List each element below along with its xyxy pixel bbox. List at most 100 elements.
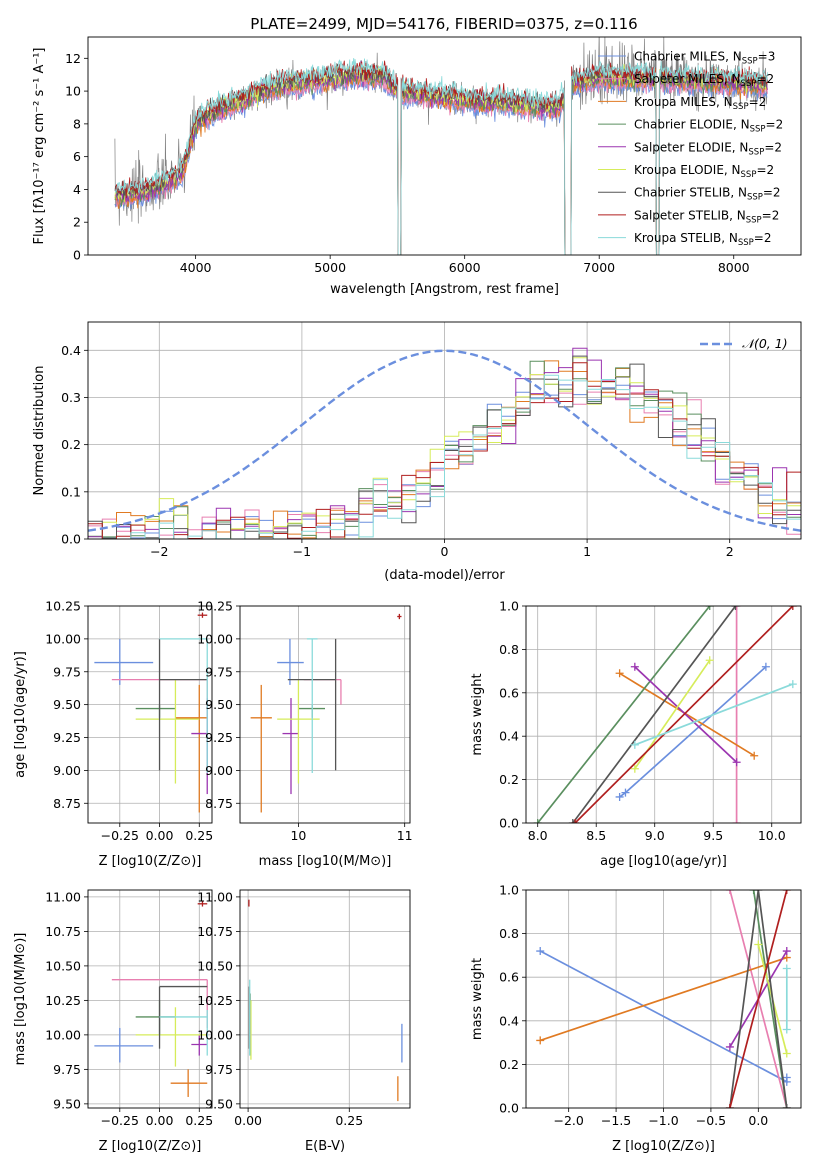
weight-vs-Z-axes: −2.0 −1.5 −1.0 −0.5 0.0 0.0 0.2 0.4 0.6 0.8 1.0 xyxy=(499,883,801,1128)
weight-line xyxy=(539,956,788,1042)
weight-vs-age-ytick-label: 1.0 xyxy=(499,599,519,614)
weight-vs-Z-xtick-label: −1.5 xyxy=(601,1113,631,1128)
age-vs-Z-xtick-label: −0.25 xyxy=(101,828,139,843)
weight-vs-Z-ytick-label: 0.8 xyxy=(499,926,519,941)
spectrum-ytick-label: 4 xyxy=(73,182,81,197)
weight-marker xyxy=(725,1042,734,1051)
spectrum-ytick-label: 0 xyxy=(73,248,81,263)
weight-vs-age-xtick-label: 9.5 xyxy=(703,828,723,843)
mass-vs-ebv-ytick-label: 10.75 xyxy=(197,924,233,939)
normal-legend-label: 𝒩(0, 1) xyxy=(742,336,788,351)
legend-label: Chabrier ELODIE, NSSP=2 xyxy=(634,118,783,135)
spectrum-model-line xyxy=(114,70,768,255)
weight-marker xyxy=(754,890,763,894)
mass-vs-ebv-xlabel: E(B-V) xyxy=(305,1139,345,1154)
spectrum-model-line xyxy=(114,69,768,255)
weight-vs-Z-frame xyxy=(525,889,802,1109)
residuals-xtick-label: 1 xyxy=(583,544,591,559)
weight-vs-Z-ylabel: mass weight xyxy=(470,958,485,1040)
weight-marker xyxy=(615,669,624,678)
spectrum-xtick-label: 4000 xyxy=(180,260,212,275)
age-vs-mass-ytick-label: 9.50 xyxy=(205,697,233,712)
residuals-xtick-label: −2 xyxy=(150,544,168,559)
weight-vs-age-ytick-label: 0.6 xyxy=(499,685,519,700)
mass-vs-Z-ytick-label: 10.25 xyxy=(45,993,81,1008)
mass-vs-ebv-ytick-label: 9.75 xyxy=(205,1062,233,1077)
weight-vs-age-ytick-label: 0.4 xyxy=(499,729,519,744)
weight-vs-Z-ytick-label: 1.0 xyxy=(499,883,519,898)
mass-vs-Z-xtick-label: 0.25 xyxy=(185,1113,213,1128)
age-vs-Z-points xyxy=(94,612,208,813)
residuals-ytick-label: 0.0 xyxy=(61,532,81,547)
mass-vs-ebv-ytick-label: 10.25 xyxy=(197,993,233,1008)
age-vs-Z-xlabel: Z [log10(Z/Z⊙)] xyxy=(99,854,202,869)
legend-label: Kroupa STELIB, NSSP=2 xyxy=(634,231,772,248)
weight-line xyxy=(729,890,788,1108)
age-vs-mass-xtick-label: 10 xyxy=(290,828,306,843)
weight-line xyxy=(634,666,738,763)
weight-vs-age-frame xyxy=(525,605,802,824)
weight-marker xyxy=(788,606,797,610)
mass-vs-ebv-points xyxy=(248,899,403,1102)
legend-label: Chabrier MILES, NSSP=3 xyxy=(634,50,775,67)
age-vs-Z-frame xyxy=(87,605,213,824)
age-vs-Z-ytick-label: 9.00 xyxy=(53,763,81,778)
weight-marker xyxy=(725,1104,734,1108)
weight-vs-age-xtick-label: 8.5 xyxy=(586,828,606,843)
weight-line xyxy=(729,890,788,1108)
weight-vs-age-ytick-label: 0.0 xyxy=(499,816,519,831)
weight-marker xyxy=(754,940,763,949)
mass-vs-Z-xtick-label: −0.25 xyxy=(101,1113,139,1128)
age-vs-mass-axes: 10 11 8.75 9.00 9.25 9.50 9.75 10.00 10.25 xyxy=(197,599,412,844)
spectrum-model-line xyxy=(114,57,768,255)
spectrum-ylabel: Flux [fλ10⁻¹⁷ erg cm⁻² s⁻¹ A⁻¹] xyxy=(32,48,47,245)
legend-label: Kroupa MILES, NSSP=2 xyxy=(634,95,766,112)
weight-marker xyxy=(571,819,580,823)
weight-marker xyxy=(731,606,740,610)
weight-marker xyxy=(788,680,797,689)
spectrum-axes: 4000 5000 6000 7000 8000 0 2 4 6 8 10 12 xyxy=(65,51,750,275)
mass-vs-ebv-ytick-label: 10.50 xyxy=(197,958,233,973)
weight-marker xyxy=(615,792,624,801)
spectrum-xtick-label: 8000 xyxy=(718,260,750,275)
spectrum-ytick-label: 12 xyxy=(65,51,81,66)
weight-marker xyxy=(536,1036,545,1045)
spectrum-xtick-label: 6000 xyxy=(449,260,481,275)
weight-marker xyxy=(621,788,630,797)
weight-marker xyxy=(749,890,758,894)
weight-marker xyxy=(782,890,791,894)
residuals-ytick-label: 0.1 xyxy=(61,484,81,499)
age-vs-Z-ytick-label: 9.50 xyxy=(53,697,81,712)
age-vs-Z-ytick-label: 9.25 xyxy=(53,730,81,745)
weight-vs-age-ylabel: mass weight xyxy=(470,673,485,755)
spectrum-ytick-label: 10 xyxy=(65,84,81,99)
figure-title: PLATE=2499, MJD=54176, FIBERID=0375, z=0… xyxy=(250,15,637,33)
weight-vs-Z-ytick-label: 0.0 xyxy=(499,1101,519,1116)
weight-vs-Z-xtick-label: −1.0 xyxy=(648,1113,678,1128)
weight-marker xyxy=(705,606,714,610)
age-vs-mass-xtick-label: 11 xyxy=(397,828,413,843)
weight-marker xyxy=(630,740,639,749)
weight-marker xyxy=(732,819,741,823)
weight-marker xyxy=(782,1104,791,1108)
mass-vs-Z-ytick-label: 9.50 xyxy=(53,1096,81,1111)
spectrum-legend: Chabrier MILES, NSSP=3 Salpeter MILES, NS… xyxy=(598,50,783,248)
weight-marker xyxy=(536,947,545,956)
weight-marker xyxy=(630,764,639,773)
residual-histogram xyxy=(88,362,801,539)
mass-vs-Z-ytick-label: 10.50 xyxy=(45,958,81,973)
residuals-ylabel: Normed distribution xyxy=(32,366,47,496)
weight-marker xyxy=(705,656,714,665)
mass-vs-ebv-ytick-label: 11.00 xyxy=(197,889,233,904)
age-vs-Z-ytick-label: 10.00 xyxy=(45,631,81,646)
weight-marker xyxy=(782,1025,791,1034)
mass-vs-Z-ytick-label: 11.00 xyxy=(45,889,81,904)
weight-vs-age-ytick-label: 0.2 xyxy=(499,772,519,787)
spectrum-frame xyxy=(87,36,802,256)
legend-label: Kroupa ELODIE, NSSP=2 xyxy=(634,163,774,180)
age-vs-Z-ytick-label: 10.25 xyxy=(45,599,81,614)
age-vs-Z-xtick-label: 0.00 xyxy=(146,828,174,843)
mass-vs-ebv-axes: 0.00 0.25 9.50 9.75 10.00 10.25 10.50 10.75 11.0… xyxy=(197,889,410,1128)
legend-label: Salpeter STELIB, NSSP=2 xyxy=(634,208,779,225)
